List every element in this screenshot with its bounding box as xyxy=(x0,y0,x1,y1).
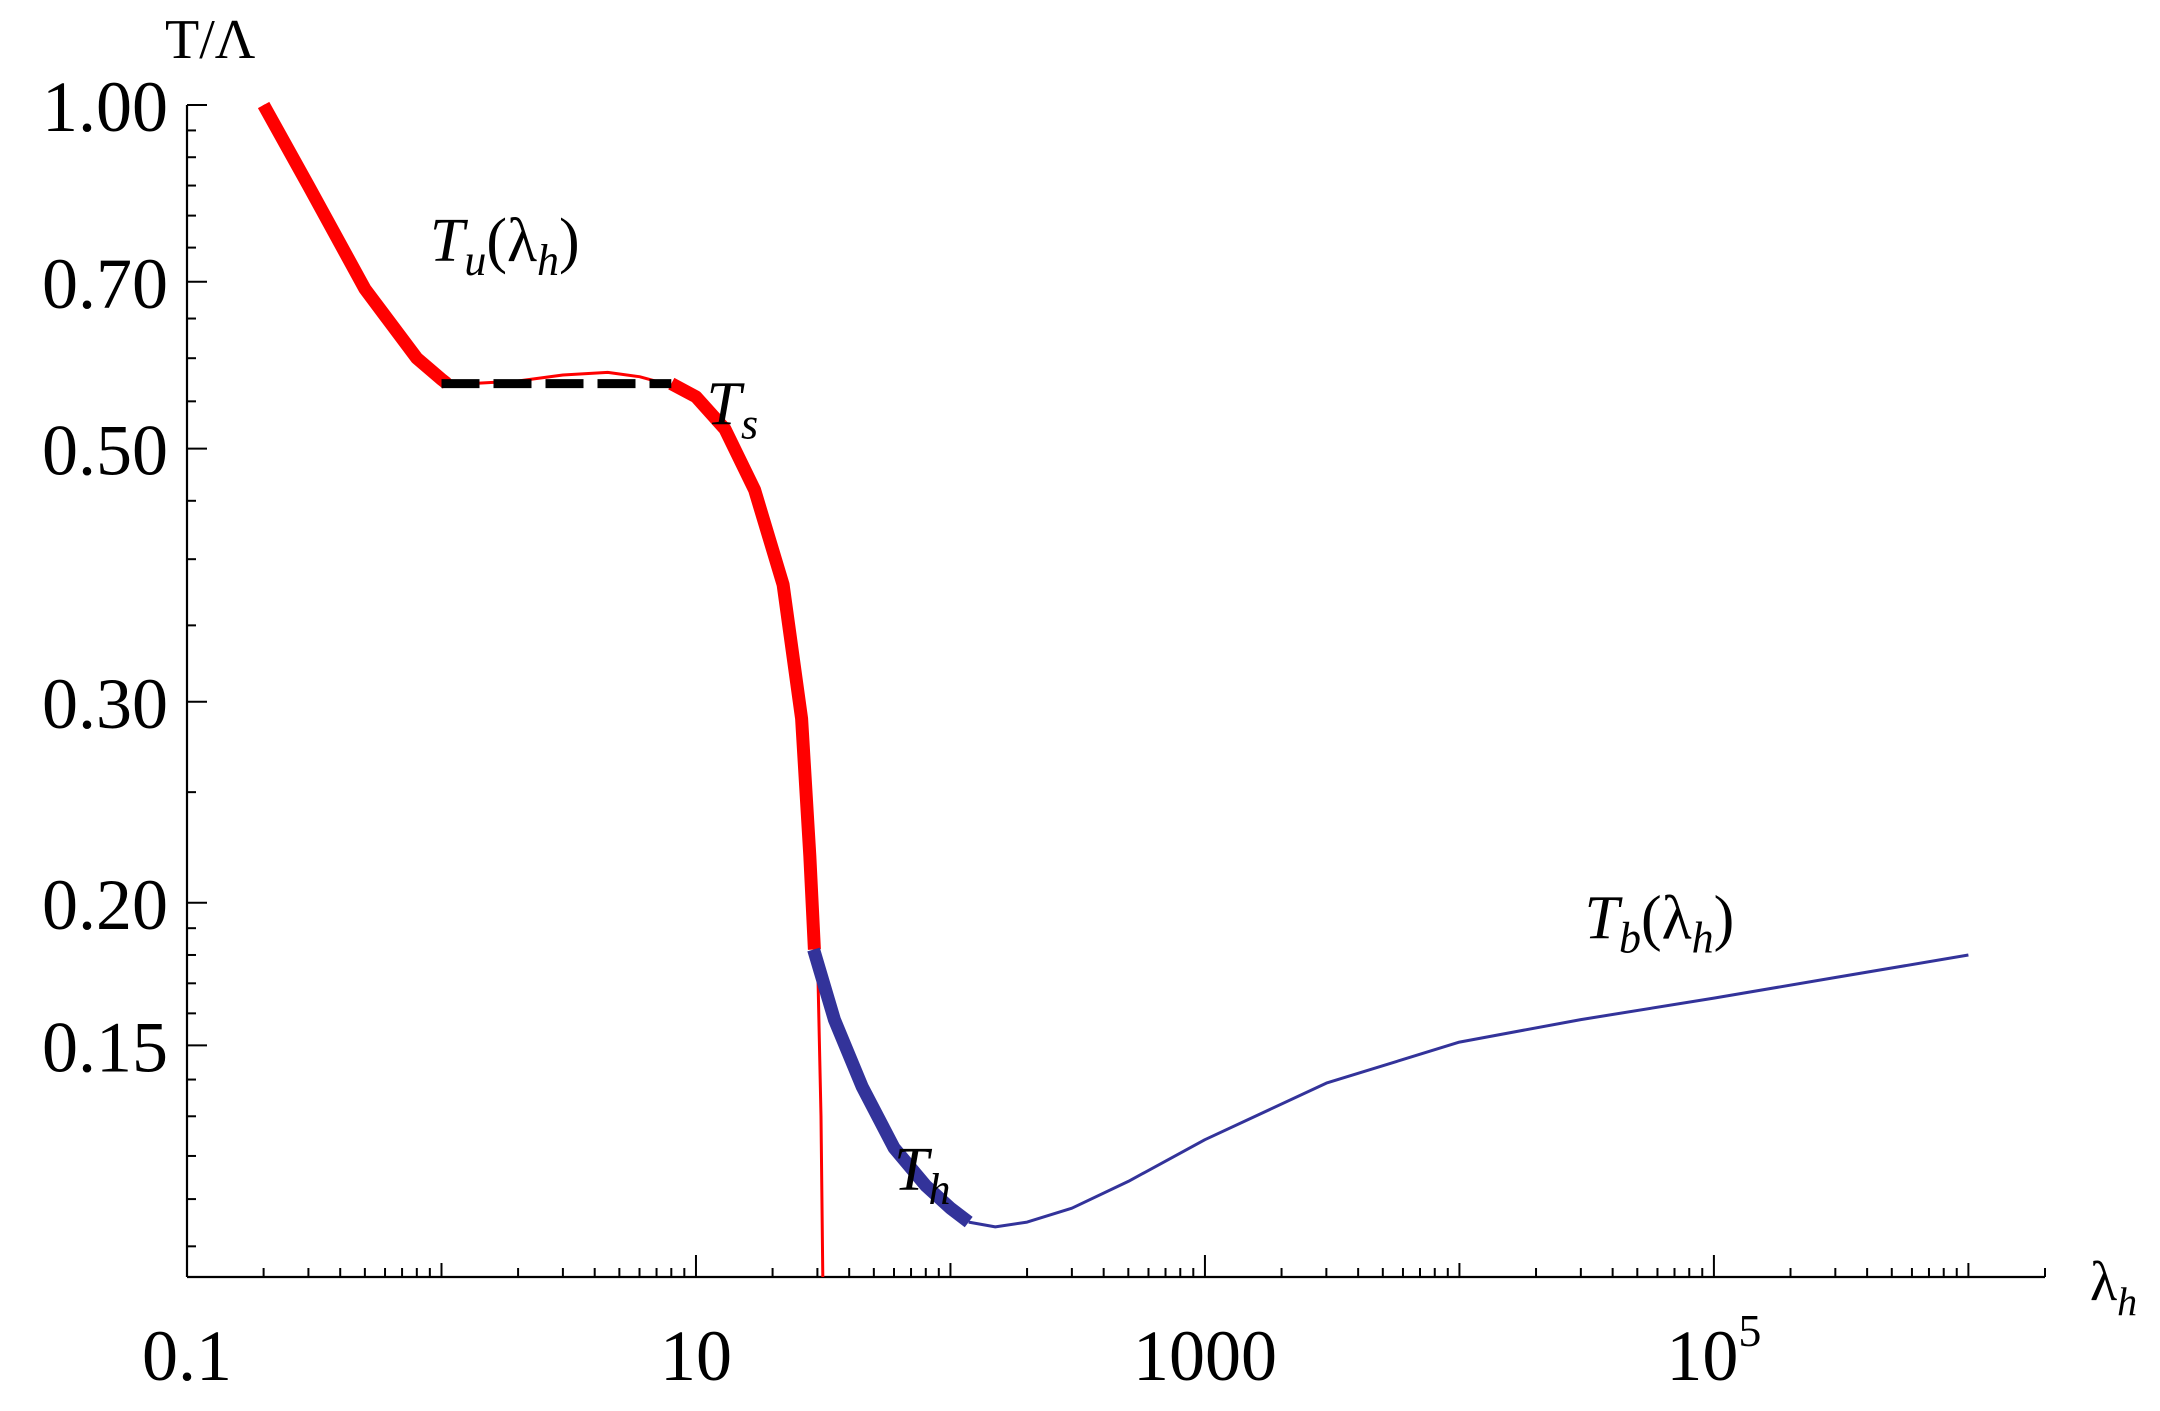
plot-frame xyxy=(185,105,2045,1279)
y-tick-label: 0.15 xyxy=(42,1007,168,1087)
x-axis-title-sub: h xyxy=(2117,1279,2137,1324)
series-thick-1 xyxy=(257,101,451,389)
annotation-tu: Tu(λh) xyxy=(430,207,580,285)
x-tick-labels: 0.1 10 1000 105 xyxy=(142,1305,1761,1396)
y-tick-label: 0.30 xyxy=(42,664,168,744)
x-ticks xyxy=(186,1255,2046,1277)
x-tick-label: 105 xyxy=(1666,1305,1761,1396)
y-ticks xyxy=(187,104,207,1248)
annotation-sub2: h xyxy=(537,236,559,285)
annotation-base: T xyxy=(707,370,746,438)
y-tick-labels: 1.00 0.70 0.50 0.30 0.20 0.15 xyxy=(42,67,168,1087)
annotation-sub: s xyxy=(741,399,758,448)
y-tick-label: 0.70 xyxy=(42,244,168,324)
x-tick-label: 10 xyxy=(660,1316,732,1396)
series-thin-4 xyxy=(968,953,1969,1229)
y-tick-label: 0.50 xyxy=(42,411,168,491)
series-thick-3 xyxy=(807,947,973,1228)
x-axis-title: λh xyxy=(2090,1251,2137,1324)
annotation-th: Th xyxy=(894,1136,950,1214)
annotation-base: T xyxy=(430,207,469,275)
annotation-ts: Ts xyxy=(707,370,759,448)
y-axis-title: T/Λ xyxy=(165,9,256,71)
annotation-tb: Tb(λh) xyxy=(1584,885,1734,963)
series-layer xyxy=(257,101,1969,1278)
x-axis-title-main: λ xyxy=(2090,1251,2117,1313)
series-thick-2 xyxy=(668,377,821,950)
x-tick-label-base: 10 xyxy=(1666,1316,1738,1396)
annotation-mid: (λ xyxy=(486,207,537,275)
y-tick-label: 1.00 xyxy=(42,67,168,147)
annotation-tail: ) xyxy=(1714,885,1735,953)
annotation-sub: h xyxy=(928,1165,950,1214)
annotation-base: T xyxy=(1584,885,1623,953)
x-tick-label: 0.1 xyxy=(142,1316,232,1396)
annotation-tail: ) xyxy=(559,207,580,275)
annotation-mid: (λ xyxy=(1641,885,1692,953)
x-tick-label-exponent: 5 xyxy=(1738,1305,1761,1356)
annotation-sub2: h xyxy=(1692,914,1714,963)
annotation-base: T xyxy=(894,1136,933,1204)
annotation-sub: u xyxy=(464,236,486,285)
annotation-sub: b xyxy=(1619,914,1641,963)
x-tick-label: 1000 xyxy=(1133,1316,1277,1396)
y-tick-label: 0.20 xyxy=(42,865,168,945)
